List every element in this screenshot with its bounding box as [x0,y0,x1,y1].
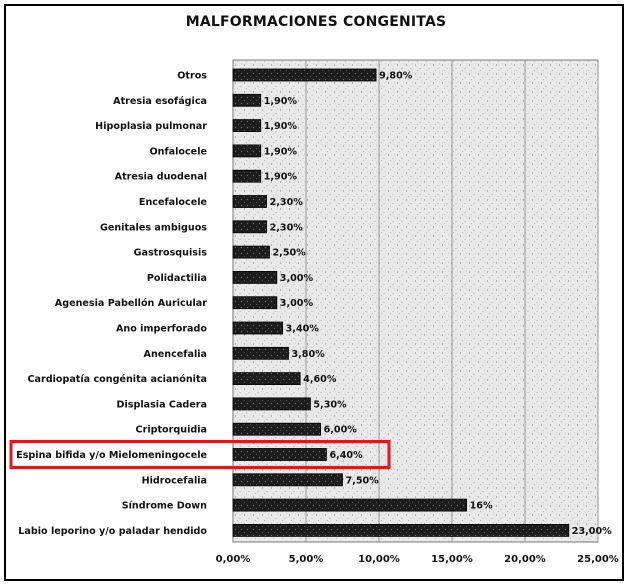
bar [232,346,289,360]
highlight-box [9,440,391,469]
category-label: Agenesia Pabellón Auricular [55,297,207,309]
category-label: Criptorquidia [136,425,207,436]
value-label: 1,90% [264,96,298,107]
category-label: Polidactilia [147,273,207,284]
value-label: 4,60% [303,374,337,385]
category-label: Encefalocele [139,197,208,208]
value-label: 3,00% [280,273,314,284]
bar [232,422,321,436]
chart-title: MALFORMACIONES CONGENITAS [185,14,447,30]
x-tick-label: 5,00% [289,554,324,565]
category-label: Ano imperforado [116,324,207,335]
category-label: Displasia Cadera [117,399,208,410]
bar [232,372,301,386]
value-label: 2,30% [270,197,304,208]
category-label: Otros [177,71,207,82]
bar [232,473,343,487]
bar [232,270,278,284]
bar [232,169,262,183]
plot-area [232,59,599,543]
bar [232,119,262,132]
value-label: 16% [470,501,493,512]
bar [232,321,284,335]
category-label: Síndrome Down [122,500,207,512]
bar [232,144,262,158]
bar [232,220,267,234]
category-label: Labio leporino y/o paladar hendido [18,526,207,537]
x-tick-label: 15,00% [431,554,473,565]
bar [232,195,267,208]
bar [232,296,278,310]
bar [232,245,270,259]
value-label: 6,00% [324,425,358,436]
category-label: Onfalocele [149,146,207,157]
value-label: 3,80% [291,349,325,360]
bar [232,397,311,411]
value-label: 9,80% [379,71,413,82]
bar [232,448,327,461]
value-label: 7,50% [346,475,380,486]
category-label: Hidrocefalia [142,475,207,486]
bar [232,93,262,107]
value-label: 5,30% [313,399,347,410]
value-label: 23,00% [572,526,612,537]
value-label: 1,90% [264,172,298,183]
value-label: 1,90% [264,146,298,157]
category-label: Genitales ambiguos [100,222,207,233]
bar [232,68,377,82]
category-label: Atresia duodenal [115,172,207,183]
category-label: Cardiopatía congénita acianónita [27,373,207,385]
value-label: 2,50% [273,248,307,259]
x-tick-label: 20,00% [504,554,546,565]
value-label: 6,40% [329,450,363,461]
value-label: 2,30% [270,222,304,233]
category-label: Gastrosquisis [134,248,208,259]
value-label: 1,90% [264,121,298,132]
x-tick-label: 0,00% [216,554,251,565]
category-label: Anencefalia [144,349,207,360]
category-label: Hipoplasia pulmonar [95,121,207,132]
bar [232,524,570,537]
x-tick-label: 25,00% [577,554,619,565]
value-label: 3,40% [286,324,320,335]
x-tick-label: 10,00% [358,554,400,565]
category-label: Espina bifida y/o Mielomeningocele [16,450,207,461]
bar [232,498,468,512]
value-label: 3,00% [280,298,314,309]
category-label: Atresia esofágica [113,95,207,107]
